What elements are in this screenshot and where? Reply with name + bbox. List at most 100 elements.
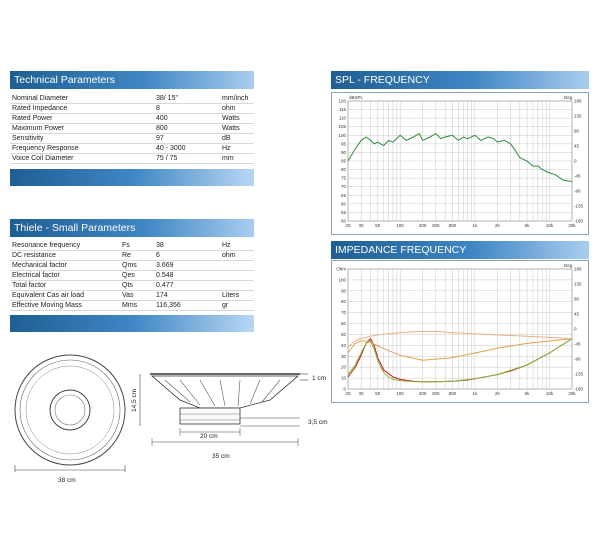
y-tick-label: 75	[341, 176, 347, 181]
y-tick-label: 40	[341, 343, 347, 348]
series-line-3	[347, 330, 573, 348]
x-tick-label: 1k	[472, 223, 478, 228]
x-tick-label: 30	[359, 223, 365, 228]
y-tick-label: 0	[343, 387, 346, 392]
x-tick-label: 300	[432, 223, 440, 228]
y-tick-label: Ohm	[336, 267, 346, 272]
front-width-label: 38 cm	[58, 477, 76, 484]
y-tick-label: 70	[341, 310, 347, 315]
param-name: Sensitivity	[12, 135, 44, 142]
series-line-2	[347, 338, 573, 361]
param-sym: Qts	[122, 282, 133, 289]
param-unit: dB	[222, 135, 231, 142]
right-tick-label: 0	[574, 327, 577, 332]
x-tick-label: 50	[375, 391, 381, 396]
right-tick-label: -90	[574, 357, 581, 362]
y-tick-label: 70	[341, 184, 347, 189]
corner-right-label: Deg	[564, 263, 573, 268]
plot-frame	[347, 268, 573, 390]
depth-label: 14,5 cm	[131, 389, 138, 412]
y-tick-label: 50	[341, 219, 347, 224]
right-tick-label: -180	[574, 219, 584, 224]
technical-parameters-table: Nominal Diameter 38/ 15" mm/inch Rated Impe…	[10, 94, 254, 164]
right-tick-label: 45	[574, 312, 580, 317]
param-name: Nominal Diameter	[12, 95, 69, 102]
param-row: Maximum Power 800 Watts	[10, 124, 254, 134]
y-tick-label: 80	[341, 167, 347, 172]
right-tick-label: 135	[574, 282, 582, 287]
x-tick-label: 2k	[495, 223, 501, 228]
param-name: Total factor	[12, 282, 47, 289]
y-tick-label: 100	[338, 133, 346, 138]
param-row: Mechanical factor Qms 3.669	[10, 261, 254, 271]
param-unit: Hz	[222, 145, 231, 152]
right-tick-label: 0	[574, 159, 577, 164]
impedance-chart-svg: Ohm100908070605040302010018013590450-45-…	[336, 263, 584, 396]
x-tick-label: 5k	[525, 391, 531, 396]
y-tick-label: 90	[341, 288, 347, 293]
thiele-small-header: Thiele - Small Parameters	[10, 219, 254, 237]
right-tick-label: -180	[574, 387, 584, 392]
right-tick-label: -135	[574, 372, 584, 377]
spl-chart: 120 115 110 105 100 95 90 85 80 75 70 65 60 55 50 180 13…	[331, 92, 589, 235]
param-value: 800	[156, 125, 168, 132]
param-value: 174	[156, 292, 168, 299]
y-tick-label: 20	[341, 365, 347, 370]
x-tick-label: 300	[432, 391, 440, 396]
y-tick-label: 105	[338, 124, 346, 129]
plot-area: 120 115 110 105 100 95 90 85 80 75 70 65 60 55 50 180 13…	[338, 95, 583, 228]
x-tick-label: 10k	[546, 391, 554, 396]
y-tick-label: 80	[341, 299, 347, 304]
y-tick-label: 65	[341, 193, 347, 198]
param-name: Resonance frequency	[12, 242, 81, 249]
param-unit: mm/inch	[222, 95, 249, 102]
param-sym: Qms	[122, 262, 137, 269]
param-value: 38/ 15"	[156, 95, 178, 102]
x-tick-label: 5k	[525, 223, 531, 228]
param-sym: Fs	[122, 242, 130, 249]
right-tick-label: 135	[574, 114, 582, 119]
y-tick-label: 110	[339, 116, 347, 121]
param-row: Frequency Response 40 - 3000 Hz	[10, 144, 254, 154]
spl-chart-header: SPL - FREQUENCY	[331, 71, 589, 89]
param-value: 75 / 75	[156, 155, 178, 162]
speaker-drawings: 38 cm 14,5 cm 1 cm 3,5 cm 20 cm 35 cm	[14, 354, 328, 484]
param-row: Rated Impedance 8 ohm	[10, 104, 254, 114]
param-row: Sensitivity 97 dB	[10, 134, 254, 144]
right-tick-label: -45	[574, 342, 581, 347]
thiele-small-title: Thiele - Small Parameters	[14, 222, 136, 234]
y-tick-label: 60	[341, 321, 347, 326]
param-name: Equivalent Cas air load	[12, 292, 84, 299]
spl-chart-svg: 120 115 110 105 100 95 90 85 80 75 70 65 60 55 50 180 13…	[338, 95, 583, 228]
param-name: Effective Moving Mass	[12, 302, 82, 309]
y-tick-label: 55	[341, 210, 347, 215]
x-tick-label: 20k	[568, 223, 576, 228]
y-tick-label: 120	[338, 99, 346, 104]
param-value: 0.548	[156, 272, 174, 279]
param-name: Rated Power	[12, 115, 53, 122]
series-line-0	[347, 132, 573, 183]
y-tick-label: 90	[341, 150, 347, 155]
param-row: Nominal Diameter 38/ 15" mm/inch	[10, 94, 254, 104]
param-sym: Re	[122, 252, 131, 259]
param-row: Equivalent Cas air load Vas 174 Liters	[10, 291, 254, 301]
param-name: DC resistance	[12, 252, 56, 259]
x-tick-label: 30	[359, 391, 365, 396]
param-unit: gr	[222, 302, 229, 309]
param-unit: Liters	[222, 292, 240, 299]
y-tick-label: 95	[341, 141, 347, 146]
right-tick-label: 90	[574, 297, 580, 302]
x-tick-label: 20	[345, 223, 351, 228]
y-tick-label: 10	[341, 376, 347, 381]
x-tick-label: 20k	[568, 391, 576, 396]
param-unit: ohm	[222, 105, 236, 112]
magnet-width-label: 20 cm	[200, 433, 218, 440]
corner-left-label: dBSPL	[349, 95, 364, 100]
x-tick-label: 500	[449, 391, 457, 396]
technical-parameters-title: Technical Parameters	[14, 74, 115, 86]
param-value: 3.669	[156, 262, 174, 269]
y-tick-label: 50	[341, 332, 347, 337]
param-name: Mechanical factor	[12, 262, 67, 269]
param-row: Rated Power 400 Watts	[10, 114, 254, 124]
x-tick-label: 100	[396, 223, 404, 228]
